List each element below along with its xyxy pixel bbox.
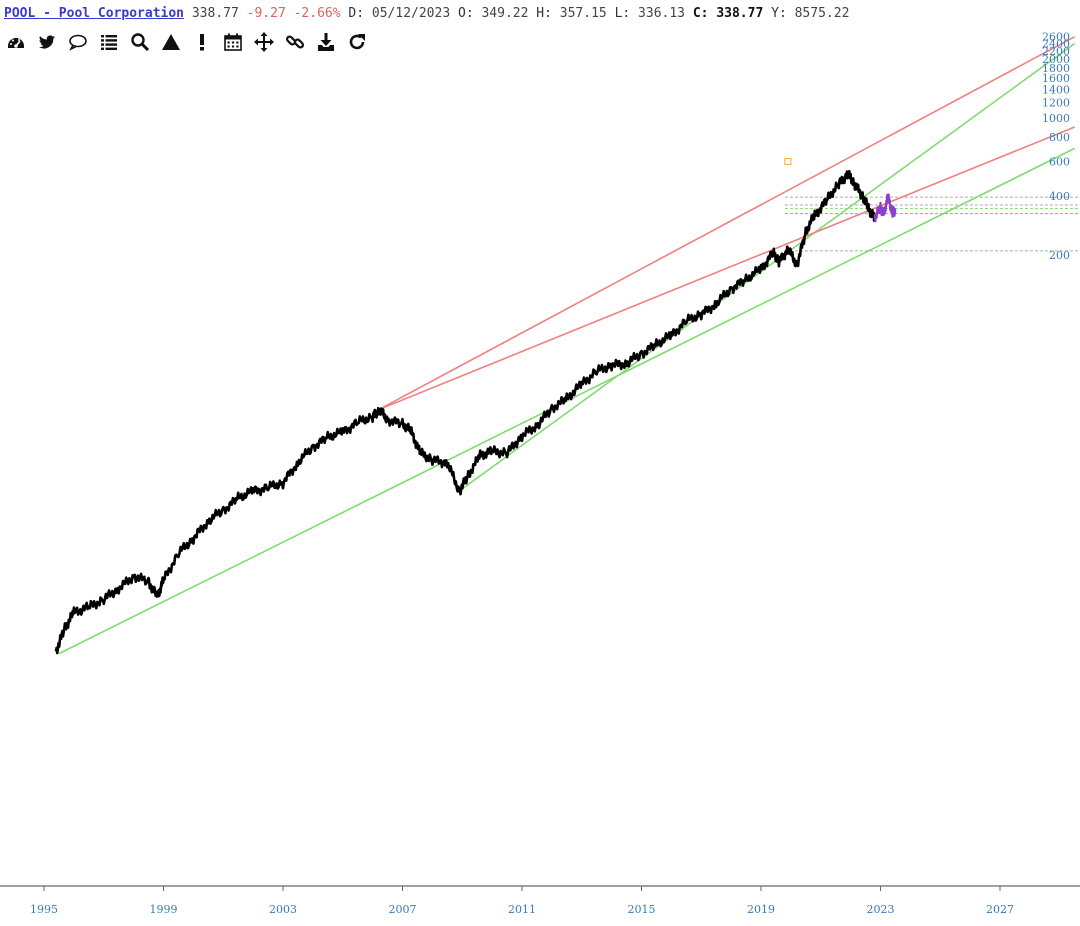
- x-tick-label: 2019: [747, 903, 775, 916]
- y-tick-label: 2400: [1042, 37, 1070, 50]
- resistance-trendline-3: [378, 126, 1075, 411]
- price-change: -9.27: [246, 6, 286, 21]
- y-tick-label: 800: [1049, 131, 1070, 144]
- date-value: 05/12/2023: [371, 6, 451, 21]
- search-icon[interactable]: [126, 30, 153, 54]
- open-value: 349.22: [481, 6, 529, 21]
- price-change-pct: -2.66%: [293, 6, 341, 21]
- x-tick-label: 2015: [628, 903, 656, 916]
- price-series-0: [54, 169, 876, 655]
- close-label: C:: [692, 6, 709, 21]
- high-label: H:: [536, 6, 552, 21]
- y-tick-label: 400: [1049, 190, 1070, 203]
- close-value: 338.77: [716, 6, 764, 21]
- download-icon[interactable]: [312, 30, 339, 54]
- last-price: 338.77: [191, 6, 239, 21]
- marker-square: [784, 157, 792, 165]
- y-tick-label: 2600: [1042, 31, 1070, 44]
- quote-header: POOL - Pool Corporation 338.77 -9.27 -2.…: [4, 4, 849, 24]
- date-label: D:: [348, 6, 365, 21]
- y-tick-label: 1800: [1042, 62, 1070, 75]
- price-series-1: [873, 193, 897, 223]
- x-tick-label: 2023: [867, 903, 895, 916]
- move-icon[interactable]: [250, 30, 277, 54]
- annotation-marker: [784, 157, 792, 165]
- x-tick-label: 2003: [269, 903, 297, 916]
- high-value: 357.15: [559, 6, 607, 21]
- x-tick-label: 2007: [389, 903, 417, 916]
- resistance-trendline-2: [378, 35, 1076, 411]
- x-tick-label: 2011: [508, 903, 536, 916]
- chart-toolbar: [2, 30, 370, 54]
- low-label: L:: [614, 6, 631, 21]
- y-tick-label: 1600: [1042, 72, 1070, 85]
- exclamation-icon[interactable]: [188, 30, 215, 54]
- volume-value: 8575.22: [794, 6, 850, 21]
- horizontal-levels: [784, 196, 1080, 252]
- y-tick-label: 1400: [1042, 83, 1070, 96]
- dashboard-icon[interactable]: [2, 30, 29, 54]
- list-icon[interactable]: [95, 30, 122, 54]
- calendar-icon[interactable]: [219, 30, 246, 54]
- support-trendline-1: [458, 42, 1076, 492]
- volume-label: Y:: [771, 6, 787, 21]
- refresh-icon[interactable]: [343, 30, 370, 54]
- x-axis: 1995 1999 2003 2007 2011 2015 2019 2023 2027: [30, 886, 1014, 916]
- y-tick-label: 1200: [1042, 96, 1070, 109]
- x-tick-label: 2027: [986, 903, 1014, 916]
- triangle-icon[interactable]: [157, 30, 184, 54]
- x-tick-label: 1995: [30, 903, 58, 916]
- y-tick-label: 200: [1049, 249, 1070, 262]
- twitter-icon[interactable]: [33, 30, 60, 54]
- y-tick-label: 2200: [1042, 45, 1070, 58]
- price-series: [54, 169, 897, 655]
- y-tick-label: 1000: [1042, 112, 1070, 125]
- trendlines: [58, 35, 1076, 655]
- symbol-link[interactable]: POOL - Pool Corporation: [4, 6, 185, 21]
- x-tick-label: 1999: [150, 903, 178, 916]
- y-axis: 200 400 600 800 1000 120014001600180020002200…: [1042, 31, 1070, 262]
- y-tick-label: 2000: [1042, 53, 1070, 66]
- link-icon[interactable]: [281, 30, 308, 54]
- comment-icon[interactable]: [64, 30, 91, 54]
- y-tick-label: 600: [1049, 155, 1070, 168]
- open-label: O:: [458, 6, 474, 21]
- low-value: 336.13: [638, 6, 686, 21]
